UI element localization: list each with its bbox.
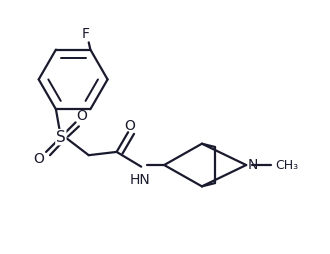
Text: O: O bbox=[77, 109, 87, 123]
Text: HN: HN bbox=[129, 173, 150, 187]
Text: S: S bbox=[56, 130, 66, 145]
Text: N: N bbox=[248, 158, 258, 172]
Text: O: O bbox=[33, 152, 44, 166]
Text: CH₃: CH₃ bbox=[276, 158, 299, 171]
Text: O: O bbox=[124, 119, 135, 133]
Text: F: F bbox=[82, 27, 89, 41]
